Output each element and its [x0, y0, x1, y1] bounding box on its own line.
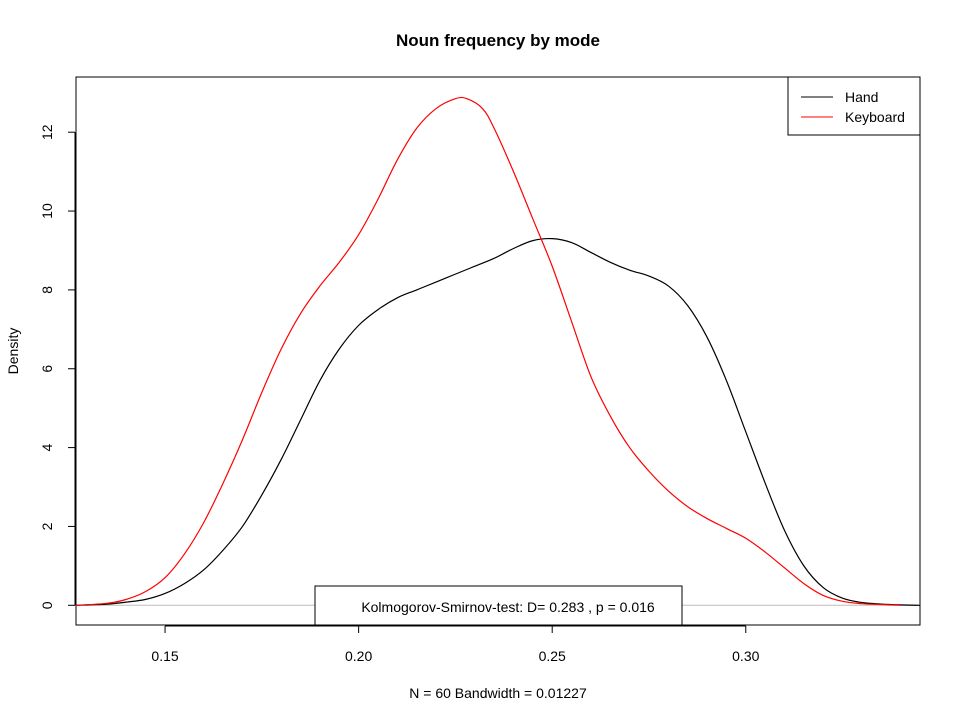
y-tick-label: 6	[39, 365, 55, 373]
y-axis-label: Density	[5, 328, 21, 375]
y-tick-label: 0	[39, 601, 55, 609]
y-axis: 0 2 4 6 8 10 12	[39, 124, 76, 609]
legend-label-hand: Hand	[845, 89, 878, 105]
series-line-hand	[75, 237, 921, 606]
x-tick-label: 0.25	[539, 648, 566, 664]
chart-title: Noun frequency by mode	[396, 31, 600, 50]
y-tick-label: 10	[39, 203, 55, 219]
series-layer	[75, 96, 921, 606]
y-tick-label: 8	[39, 286, 55, 294]
legend-box	[787, 76, 921, 136]
y-tick-label: 12	[39, 124, 55, 140]
x-axis-label: N = 60 Bandwidth = 0.01227	[409, 685, 587, 701]
plot-frame	[75, 76, 921, 626]
annotation-text: Kolmogorov-Smirnov-test: D= 0.283 , p = …	[361, 599, 655, 615]
x-tick-label: 0.30	[732, 648, 759, 664]
series-line-keyboard	[75, 96, 901, 606]
ks-annotation: Kolmogorov-Smirnov-test: D= 0.283 , p = …	[314, 585, 683, 626]
y-tick-label: 2	[39, 522, 55, 530]
y-tick-label: 4	[39, 443, 55, 451]
annotation-box	[314, 585, 683, 626]
x-tick-label: 0.20	[345, 648, 372, 664]
x-tick-label: 0.15	[151, 648, 178, 664]
x-axis: 0.15 0.20 0.25 0.30	[151, 625, 760, 664]
legend-label-keyboard: Keyboard	[845, 109, 905, 125]
legend: Hand Keyboard	[787, 76, 921, 136]
